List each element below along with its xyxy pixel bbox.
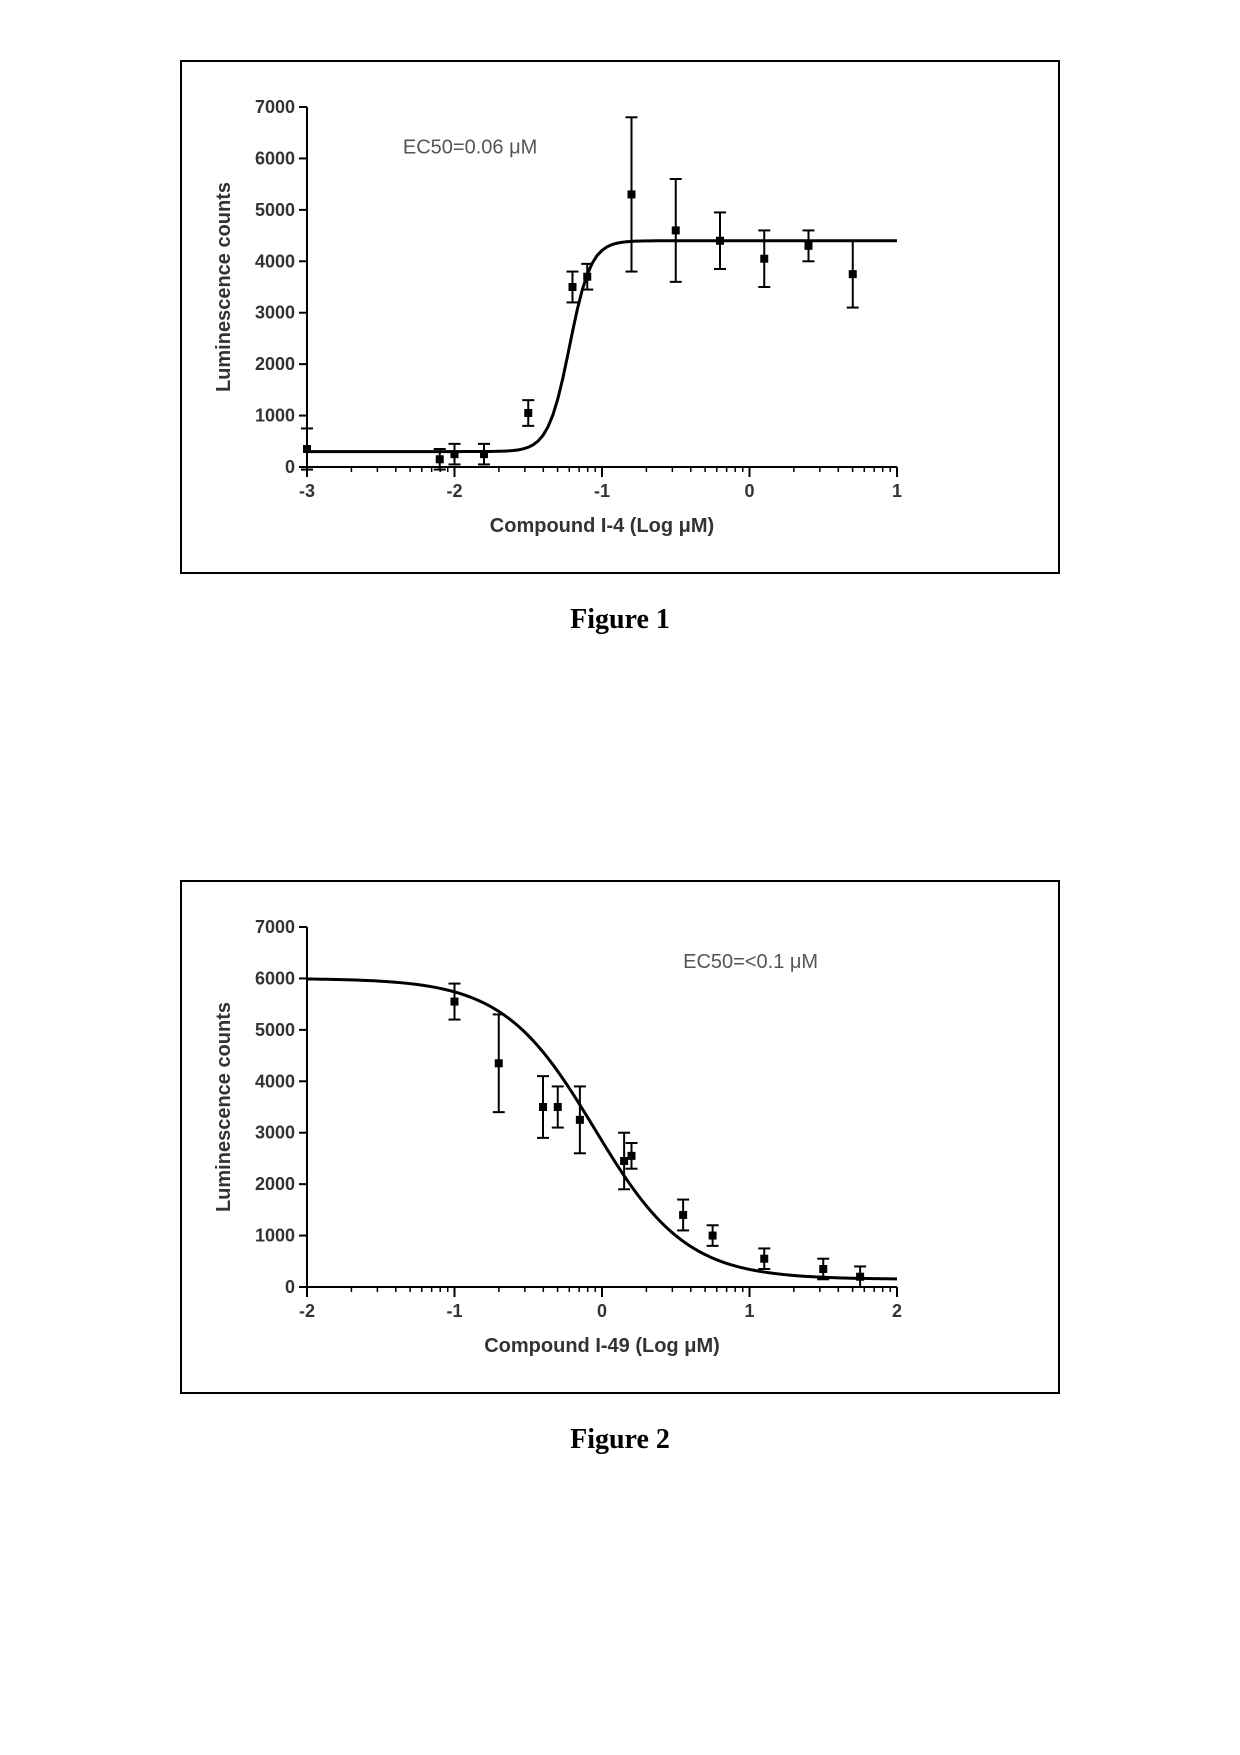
svg-text:-1: -1 <box>446 1301 462 1321</box>
figure-2-chart: 0 1000 2000 3000 4000 5000 6000 7000 -2 -1 0 1 2 Comp… <box>202 912 917 1372</box>
svg-text:-1: -1 <box>594 481 610 501</box>
svg-text:-2: -2 <box>299 1301 315 1321</box>
svg-text:5000: 5000 <box>255 200 295 220</box>
svg-text:6000: 6000 <box>255 148 295 168</box>
figure-1-chart-frame: 0 1000 2000 3000 4000 5000 6000 7000 -3 -2 -1 0 1 Com… <box>180 60 1060 574</box>
svg-text:EC50=<0.1 μM: EC50=<0.1 μM <box>683 951 818 973</box>
svg-text:5000: 5000 <box>255 1020 295 1040</box>
svg-text:7000: 7000 <box>255 917 295 937</box>
svg-text:1: 1 <box>744 1301 754 1321</box>
svg-text:0: 0 <box>285 1277 295 1297</box>
svg-text:1000: 1000 <box>255 1226 295 1246</box>
svg-text:Compound I-49 (Log μM): Compound I-49 (Log μM) <box>484 1335 720 1357</box>
svg-text:0: 0 <box>744 481 754 501</box>
svg-text:6000: 6000 <box>255 968 295 988</box>
svg-text:7000: 7000 <box>255 97 295 117</box>
svg-text:1000: 1000 <box>255 406 295 426</box>
svg-text:3000: 3000 <box>255 303 295 323</box>
svg-text:1: 1 <box>892 481 902 501</box>
svg-text:2000: 2000 <box>255 1174 295 1194</box>
figure-1-chart: 0 1000 2000 3000 4000 5000 6000 7000 -3 -2 -1 0 1 Com… <box>202 92 917 552</box>
svg-text:4000: 4000 <box>255 1071 295 1091</box>
figure-2-block: 0 1000 2000 3000 4000 5000 6000 7000 -2 -1 0 1 2 Comp… <box>180 880 1060 1456</box>
figure-2-chart-frame: 0 1000 2000 3000 4000 5000 6000 7000 -2 -1 0 1 2 Comp… <box>180 880 1060 1394</box>
figure-1-caption: Figure 1 <box>180 604 1060 636</box>
figure-2-caption: Figure 2 <box>180 1424 1060 1456</box>
svg-text:2000: 2000 <box>255 354 295 374</box>
svg-text:0: 0 <box>597 1301 607 1321</box>
svg-text:2: 2 <box>892 1301 902 1321</box>
svg-text:EC50=0.06 μM: EC50=0.06 μM <box>403 136 537 158</box>
svg-text:0: 0 <box>285 457 295 477</box>
figure-1-block: 0 1000 2000 3000 4000 5000 6000 7000 -3 -2 -1 0 1 Com… <box>180 60 1060 636</box>
svg-text:3000: 3000 <box>255 1123 295 1143</box>
svg-text:-2: -2 <box>446 481 462 501</box>
svg-text:Luminescence counts: Luminescence counts <box>213 182 235 392</box>
svg-text:Compound I-4 (Log μM): Compound I-4 (Log μM) <box>490 515 714 537</box>
svg-text:-3: -3 <box>299 481 315 501</box>
svg-text:Luminescence counts: Luminescence counts <box>213 1002 235 1212</box>
svg-text:4000: 4000 <box>255 251 295 271</box>
